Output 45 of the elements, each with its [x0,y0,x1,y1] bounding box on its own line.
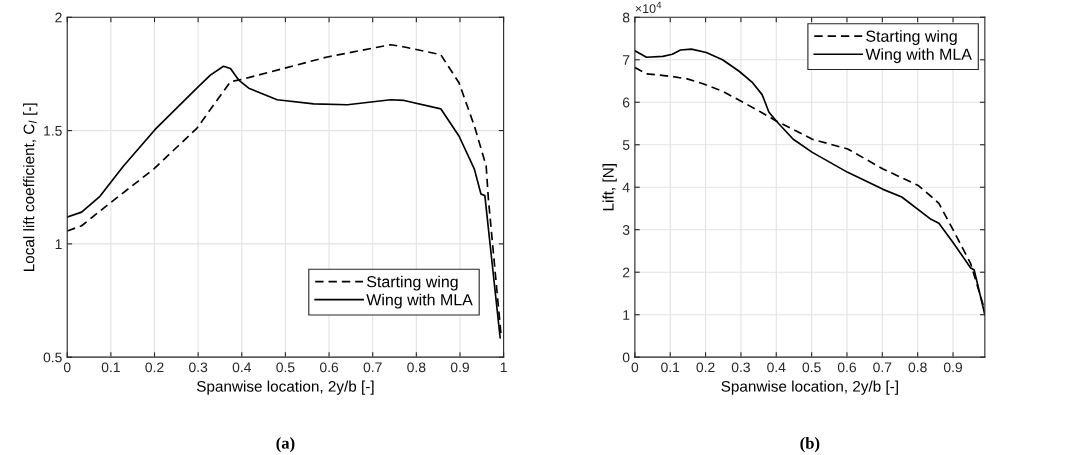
y-tick-label: 1 [623,310,630,320]
x-tick-label: 0.8 [407,362,426,373]
x-tick-label: 0.3 [189,362,208,373]
text: (a) [276,437,295,453]
x-tick-label: 0.6 [837,362,857,373]
x-axis-title: Spanwise location, 2y/b [-] [196,380,374,395]
x-tick-label: 0.5 [802,362,821,373]
legend-label: Wing with MLA [865,48,972,64]
x-tick-label: 0.6 [319,362,339,373]
x-tick-label: 0.8 [908,362,927,373]
x-tick-label: 0.1 [661,362,680,373]
x-tick-label: 0.4 [767,362,786,373]
x-tick-label: 0.2 [696,362,715,373]
text: ×10$^{4}$ [635,1,662,14]
x-tick-label: 1 [500,362,507,373]
legend-label: Starting wing [866,30,957,46]
x-tick-label: 0.7 [363,362,382,373]
y-tick-label: 6 [622,97,630,108]
legend-label: Starting wing [367,275,458,291]
x-tick-label: 0.9 [450,362,469,373]
x-tick-label: 0.9 [943,362,963,373]
y-tick-label: 8 [622,12,630,23]
y-tick-label: 1.5 [44,126,62,136]
y-tick-label: 4 [622,182,630,193]
x-axis-title: Spanwise location, 2y/b [-] [721,380,898,395]
text: (b) [800,437,820,453]
x-tick-label: 0.3 [731,362,750,373]
y-tick-label: 0 [622,352,630,363]
y-tick-label: 2 [622,267,630,278]
x-tick-label: 0 [63,362,71,373]
x-tick-label: 0.5 [276,362,295,373]
x-tick-label: 0.1 [101,362,120,373]
x-tick-label: 0.2 [145,362,164,373]
x-tick-label: 0 [631,362,639,373]
legend-label: Wing with MLA [366,293,473,309]
y-tick-label: 5 [622,140,630,150]
y-tick-label: 0.5 [43,352,62,363]
y-tick-label: 7 [622,55,630,65]
x-tick-label: 0.4 [232,362,252,373]
y-tick-label: 3 [622,225,630,235]
y-tick-label: 2 [55,12,62,23]
y-axis-title: Local lift coefficient, C$_{l}$ [-] [23,103,38,271]
x-tick-label: 0.7 [873,362,892,373]
y-tick-label: 1 [55,239,62,249]
y-axis-title: Lift, [N] [602,164,617,211]
